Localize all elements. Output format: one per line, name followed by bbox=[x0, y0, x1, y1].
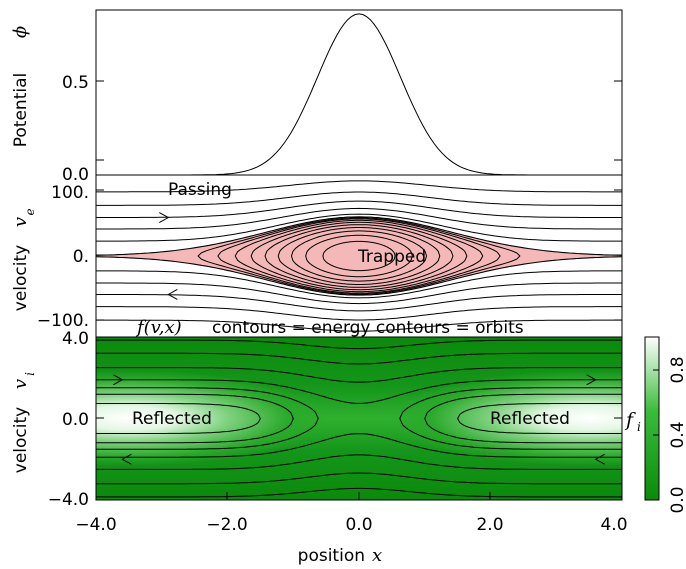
ion-passing-contour bbox=[96, 433, 622, 458]
trapped-orbit bbox=[277, 227, 441, 285]
electron-ysymbol: v bbox=[10, 217, 31, 227]
trapped-orbit bbox=[290, 230, 428, 282]
ion-passing-contour bbox=[96, 487, 622, 498]
passing-orbit bbox=[96, 213, 622, 242]
ion-reflected-contour bbox=[424, 393, 622, 444]
colorbar: 0.0 0.4 0.8 f i bbox=[624, 336, 686, 514]
ion-passing-contour bbox=[96, 472, 622, 485]
potential-ylabel: Potential bbox=[11, 73, 31, 147]
trapped-orbit bbox=[322, 240, 396, 272]
xtick-0: 0.0 bbox=[345, 515, 372, 535]
ion-passing-contour bbox=[96, 352, 622, 365]
electron-ysub: e bbox=[23, 208, 37, 215]
reflected-right-annotation: Reflected bbox=[490, 409, 570, 429]
trapped-orbit bbox=[305, 234, 413, 278]
electron-ytick-minus-100: −100. bbox=[37, 311, 89, 331]
electron-ticks bbox=[96, 189, 622, 321]
flow-arrow bbox=[167, 289, 178, 300]
ion-arrows bbox=[113, 374, 605, 465]
xtick-2: 2.0 bbox=[476, 515, 503, 535]
ion-passing-contour bbox=[96, 367, 622, 383]
x-axis: −4.0 −2.0 0.0 2.0 4.0 position x bbox=[75, 492, 628, 566]
electron-ytick-100: 100. bbox=[51, 183, 89, 203]
ion-flow-arrow bbox=[113, 374, 124, 386]
colorbar-tick-0-8: 0.8 bbox=[668, 356, 686, 383]
xtick-minus-4: −4.0 bbox=[75, 515, 116, 535]
potential-panel: 0.5 0.0 Potential ϕ bbox=[10, 9, 623, 185]
ion-ylabel: velocity bbox=[11, 407, 31, 473]
ion-reflected-contour bbox=[399, 387, 622, 450]
colorbar-label-sub: i bbox=[637, 420, 641, 434]
colorbar-gradient bbox=[644, 336, 660, 501]
ion-reflected-contour bbox=[96, 403, 261, 434]
separatrix bbox=[96, 216, 622, 296]
passing-orbit bbox=[96, 282, 622, 305]
trapped-orbit bbox=[234, 219, 484, 293]
ion-passing-contour bbox=[96, 339, 622, 350]
passing-orbit bbox=[96, 207, 622, 230]
caption-fvx: f(v,x) bbox=[135, 317, 182, 338]
ion-ytick-0: 0.0 bbox=[62, 410, 89, 430]
xtick-4: 4.0 bbox=[600, 515, 627, 535]
electron-arrows bbox=[159, 212, 178, 300]
passing-orbit bbox=[96, 306, 622, 321]
colorbar-ticks bbox=[653, 369, 659, 436]
potential-ticks bbox=[96, 80, 622, 161]
x-axis-symbol: x bbox=[372, 545, 382, 566]
potential-ytick-0-5: 0.5 bbox=[62, 73, 89, 93]
x-axis-label: position bbox=[298, 546, 365, 566]
trapped-orbit bbox=[217, 218, 501, 294]
passing-annotation: Passing bbox=[168, 180, 232, 200]
electron-ytick-0: 0. bbox=[73, 247, 89, 267]
ion-flow-arrow bbox=[121, 453, 132, 465]
ion-contours bbox=[96, 339, 622, 498]
ion-reflected-contour bbox=[96, 387, 319, 450]
trapped-region bbox=[96, 216, 622, 296]
ion-ysymbol: v bbox=[10, 379, 31, 389]
passing-orbit bbox=[96, 319, 622, 332]
ion-ysub: i bbox=[23, 372, 37, 376]
passing-orbit bbox=[96, 294, 622, 312]
ion-reflected-contour bbox=[96, 393, 294, 444]
passing-orbit bbox=[96, 270, 622, 299]
flow-arrow bbox=[159, 212, 170, 223]
reflected-left-annotation: Reflected bbox=[132, 409, 212, 429]
colorbar-label: f bbox=[624, 409, 636, 431]
electron-ylabel: velocity bbox=[11, 245, 31, 311]
xtick-minus-2: −2.0 bbox=[206, 515, 247, 535]
passing-orbit bbox=[96, 180, 622, 193]
ion-reflected-contour bbox=[457, 403, 622, 434]
trapped-orbit bbox=[250, 221, 468, 291]
ion-passing-contour bbox=[96, 379, 622, 404]
ion-flow-arrow bbox=[586, 374, 597, 386]
ion-ytick-4: 4.0 bbox=[62, 329, 89, 349]
passing-orbits bbox=[96, 180, 622, 332]
colorbar-tick-0-0: 0.0 bbox=[668, 486, 686, 513]
trapped-orbits bbox=[197, 217, 521, 295]
caption: f(v,x) contours = energy contours = orbi… bbox=[135, 317, 524, 338]
trapped-annotation: Trapped bbox=[357, 247, 426, 267]
caption-text: contours = energy contours = orbits bbox=[212, 318, 524, 338]
colorbar-tick-0-4: 0.4 bbox=[668, 421, 686, 448]
x-ticks bbox=[226, 492, 491, 500]
ion-flow-arrow bbox=[594, 453, 605, 465]
potential-curve bbox=[96, 13, 622, 175]
passing-orbit bbox=[96, 200, 622, 218]
ion-ytick-minus-4: −4.0 bbox=[48, 490, 89, 510]
passing-orbit bbox=[96, 191, 622, 206]
trapped-orbit bbox=[264, 224, 454, 288]
electron-panel: 100. 0. −100. velocity v e Passing Trapp… bbox=[10, 174, 623, 338]
ion-panel: 4.0 0.0 −4.0 velocity v i Reflected Refl… bbox=[10, 329, 623, 510]
potential-frame bbox=[95, 9, 623, 176]
trapped-orbit bbox=[197, 217, 521, 295]
potential-ytick-0-0: 0.0 bbox=[62, 165, 89, 185]
ion-passing-contour bbox=[96, 454, 622, 470]
potential-ysymbol: ϕ bbox=[10, 26, 31, 38]
